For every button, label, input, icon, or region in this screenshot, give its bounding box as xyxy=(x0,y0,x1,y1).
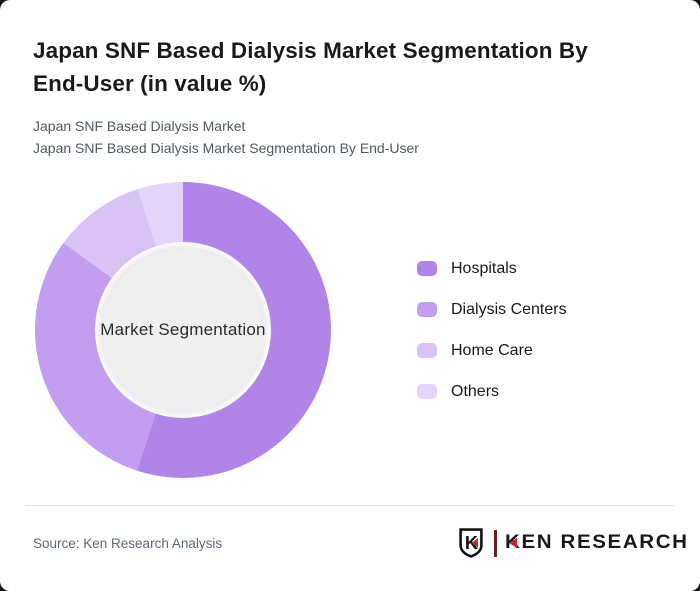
ken-research-shield-icon: K xyxy=(459,528,483,558)
logo-divider-bar xyxy=(493,529,497,557)
legend-item-others[interactable]: Others xyxy=(417,383,567,401)
chart-area: Market Segmentation Hospitals Dialysis Ce… xyxy=(0,182,700,478)
legend-label: Home Care xyxy=(451,341,533,359)
donut-center-circle xyxy=(102,249,264,411)
legend-item-home-care[interactable]: Home Care xyxy=(417,342,567,360)
chart-subtitle-segmentation: Japan SNF Based Dialysis Market Segmenta… xyxy=(33,140,419,156)
page-title: Japan SNF Based Dialysis Market Segmenta… xyxy=(33,38,588,96)
shield-monogram: K xyxy=(465,533,478,553)
legend-label: Others xyxy=(451,382,500,400)
legend-item-dialysis-centers[interactable]: Dialysis Centers xyxy=(417,301,567,319)
footer: Source: Ken Research Analysis K KEN RESE… xyxy=(33,506,687,580)
legend-label: Dialysis Centers xyxy=(451,300,567,318)
logo-text: KEN RESEARCH xyxy=(504,532,689,553)
chart-subtitles: Japan SNF Based Dialysis Market Japan SN… xyxy=(33,115,700,159)
source-note: Source: Ken Research Analysis xyxy=(33,535,223,551)
legend-swatch xyxy=(417,302,437,317)
donut-chart[interactable]: Market Segmentation xyxy=(35,182,331,478)
legend-swatch xyxy=(417,384,437,399)
footer-divider xyxy=(25,505,675,506)
legend-swatch xyxy=(417,261,437,276)
ken-research-logo: K KEN RESEARCH xyxy=(458,527,687,559)
legend-label: Hospitals xyxy=(451,259,517,277)
logo-k-red-triangle xyxy=(508,538,517,548)
donut-center-label: Market Segmentation xyxy=(100,320,266,339)
shield-red-triangle xyxy=(471,538,478,548)
legend-item-hospitals[interactable]: Hospitals xyxy=(417,260,567,278)
legend: Hospitals Dialysis Centers Home Care Others xyxy=(417,260,567,401)
chart-subtitle-market: Japan SNF Based Dialysis Market xyxy=(33,118,246,134)
legend-swatch xyxy=(417,343,437,358)
